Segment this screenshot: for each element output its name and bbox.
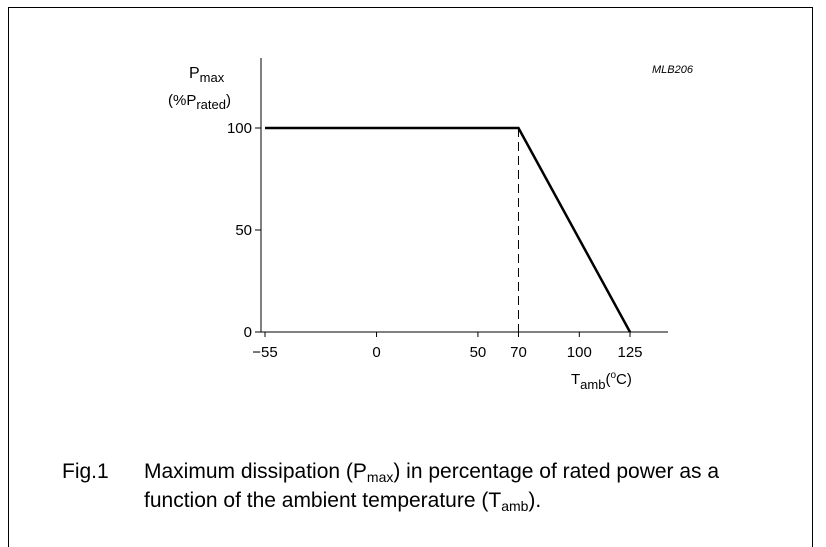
y-tick-label-0: 0 — [244, 324, 252, 341]
axes — [260, 58, 668, 333]
y-tick-label-1: 50 — [235, 222, 252, 239]
figure-frame — [8, 7, 813, 547]
y-axis-label: Pmax — [189, 65, 225, 85]
y-axis-unit: (%Prated) — [168, 92, 231, 112]
x-tick-label-5: 125 — [617, 344, 642, 361]
figure-code: MLB206 — [652, 64, 694, 76]
marks — [265, 126, 632, 333]
y-tick-label-2: 100 — [227, 120, 252, 137]
series-line-0 — [265, 126, 632, 333]
x-tick-label-3: 70 — [510, 344, 527, 361]
caption-figure-number: Fig.1 — [62, 460, 109, 483]
x-axis-label: Tamb(oC) — [571, 370, 632, 392]
caption-text: Maximum dissipation (Pmax) in percentage… — [144, 460, 720, 514]
x-tick-label-4: 100 — [567, 344, 592, 361]
x-tick-label-2: 50 — [470, 344, 487, 361]
x-tick-label-0: −55 — [252, 344, 277, 361]
x-tick-label-1: 0 — [372, 344, 380, 361]
